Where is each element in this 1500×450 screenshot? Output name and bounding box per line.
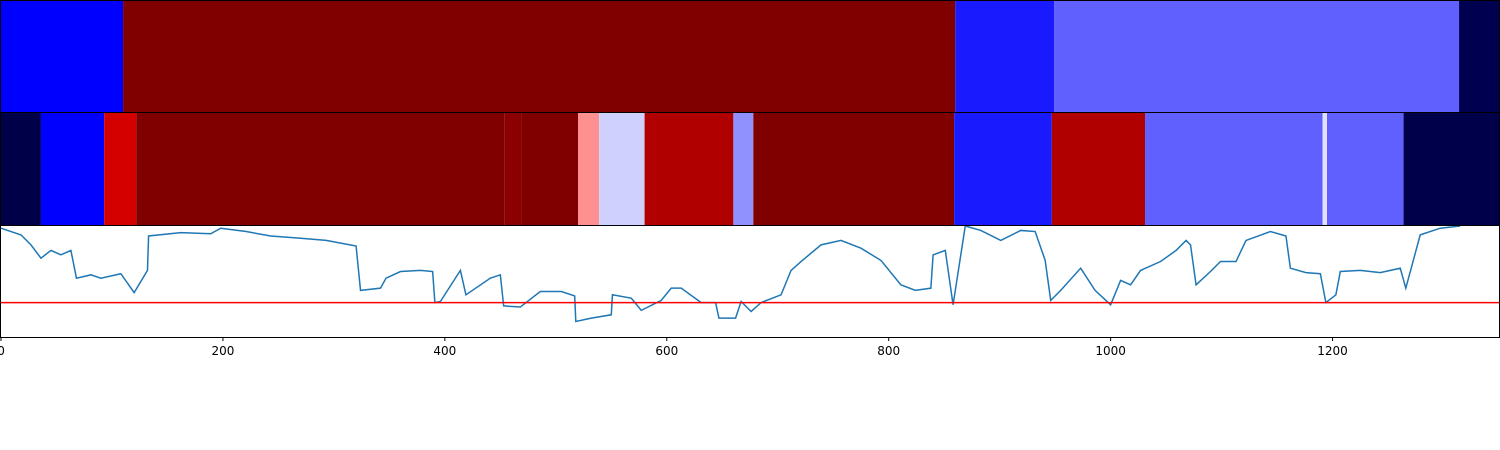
- segment: [1327, 113, 1404, 225]
- segment: [599, 113, 645, 225]
- segment: [136, 113, 505, 225]
- segment: [644, 113, 734, 225]
- x-tick-label: 800: [877, 344, 900, 358]
- x-tick-label: 1200: [1317, 344, 1348, 358]
- data-line: [0, 225, 1461, 323]
- segment: [578, 113, 600, 225]
- x-tick-label: 200: [211, 344, 234, 358]
- segment: [123, 1, 956, 112]
- segment: [954, 113, 1052, 225]
- x-tick-label: 600: [655, 344, 678, 358]
- segment: [1, 113, 41, 225]
- panel-frame: [0, 225, 1500, 338]
- segment: [1322, 113, 1328, 225]
- x-tick-label: 400: [433, 344, 456, 358]
- segment: [1403, 113, 1499, 225]
- segment: [40, 113, 105, 225]
- segment: [1459, 1, 1499, 112]
- x-tick-label: 1000: [1095, 344, 1126, 358]
- segment: [104, 113, 137, 225]
- segment: [733, 113, 754, 225]
- segment: [504, 113, 522, 225]
- segment: [753, 113, 955, 225]
- segment: [1054, 1, 1460, 112]
- segment: [1051, 113, 1146, 225]
- x-tick-label: 0: [0, 344, 5, 358]
- segment: [1145, 113, 1323, 225]
- segment: [521, 113, 579, 225]
- segment: [955, 1, 1055, 112]
- segment: [1, 1, 124, 112]
